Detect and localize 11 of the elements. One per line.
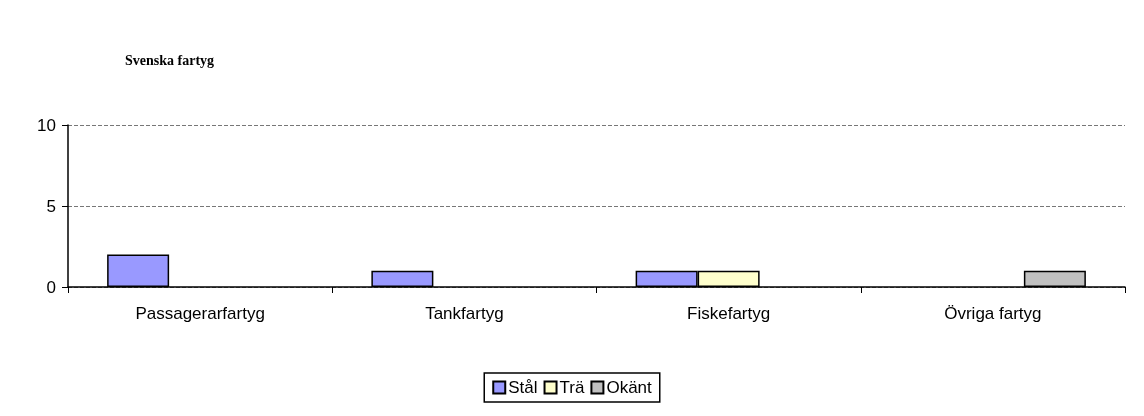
- chart-title: Svenska fartyg: [125, 52, 215, 68]
- legend-label: Trä: [559, 378, 585, 397]
- legend-label: Stål: [508, 378, 538, 397]
- y-tick-label: 0: [46, 277, 56, 297]
- x-tick-label: Övriga fartyg: [944, 304, 1042, 323]
- x-tick-label: Tankfartyg: [425, 304, 504, 323]
- y-tick-label: 5: [46, 196, 56, 216]
- legend-label: Okänt: [606, 378, 653, 397]
- x-tick-label: Passagerarfartyg: [135, 304, 265, 323]
- y-tick-label: 10: [37, 115, 56, 135]
- x-tick-label: Fiskefartyg: [687, 304, 771, 323]
